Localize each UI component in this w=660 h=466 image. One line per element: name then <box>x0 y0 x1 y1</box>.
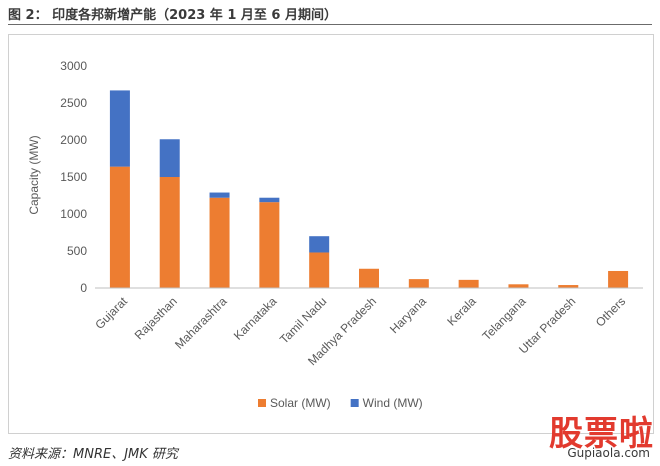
bar-solar <box>159 177 180 288</box>
stacked-bar-chart: 0 500 1000 1500 2000 2500 3000 Capacity (MW) G… <box>27 59 643 410</box>
bar-wind <box>159 139 180 177</box>
bar-solar <box>259 202 280 288</box>
watermark-logo: 股票啦 Gupiaola.com <box>530 406 654 464</box>
legend-swatch <box>350 399 359 407</box>
watermark-main-text: 股票啦 <box>549 414 654 454</box>
y-axis-label: Capacity (MW) <box>27 135 41 214</box>
bar-wind <box>209 192 230 198</box>
y-axis: 0 500 1000 1500 2000 2500 3000 <box>60 59 87 295</box>
bar-solar <box>408 279 429 288</box>
bar-solar <box>359 268 379 288</box>
y-tick-label: 2000 <box>60 133 87 147</box>
bar-wind <box>309 236 330 253</box>
legend-label: Solar (MW) <box>270 396 331 410</box>
figure-title: 图 2： 印度各邦新增产能（2023 年 1 月至 6 月期间） <box>8 8 337 23</box>
bar-solar <box>458 279 479 288</box>
x-tick-label: Maharashtra <box>172 294 230 352</box>
bar-solar <box>309 252 330 288</box>
title-divider <box>8 24 652 25</box>
x-tick-label: Karnataka <box>231 294 280 343</box>
source-note: 资料来源：MNRE、JMK 研究 <box>8 447 178 462</box>
y-tick-label: 1500 <box>60 170 87 184</box>
x-tick-label: Telangana <box>480 294 529 343</box>
legend-swatch <box>258 399 266 407</box>
bar-wind <box>109 90 130 167</box>
x-tick-label: Rajasthan <box>132 294 180 342</box>
y-tick-label: 2500 <box>60 96 87 110</box>
y-tick-label: 3000 <box>60 59 87 73</box>
y-tick-label: 1000 <box>60 207 87 221</box>
x-tick-label: Gujarat <box>92 294 130 332</box>
legend-label: Wind (MW) <box>363 396 423 410</box>
y-tick-label: 500 <box>67 244 87 258</box>
bar-solar <box>209 197 230 288</box>
bar-solar <box>109 166 130 288</box>
x-tick-label: Tamil Nadu <box>277 294 329 346</box>
bars-group <box>109 90 629 288</box>
x-tick-label: Others <box>593 294 628 329</box>
x-tick-label: Kerala <box>444 294 479 329</box>
bar-wind <box>259 197 280 203</box>
y-tick-label: 0 <box>80 281 87 295</box>
chart-frame: 0 500 1000 1500 2000 2500 3000 Capacity (MW) G… <box>8 34 654 434</box>
bar-solar <box>608 270 629 288</box>
legend: Solar (MW) Wind (MW) <box>258 396 423 410</box>
bar-solar <box>508 284 529 288</box>
bar-solar <box>558 285 579 288</box>
x-tick-label: Haryana <box>387 294 429 336</box>
watermark-url: Gupiaola.com <box>567 446 650 460</box>
